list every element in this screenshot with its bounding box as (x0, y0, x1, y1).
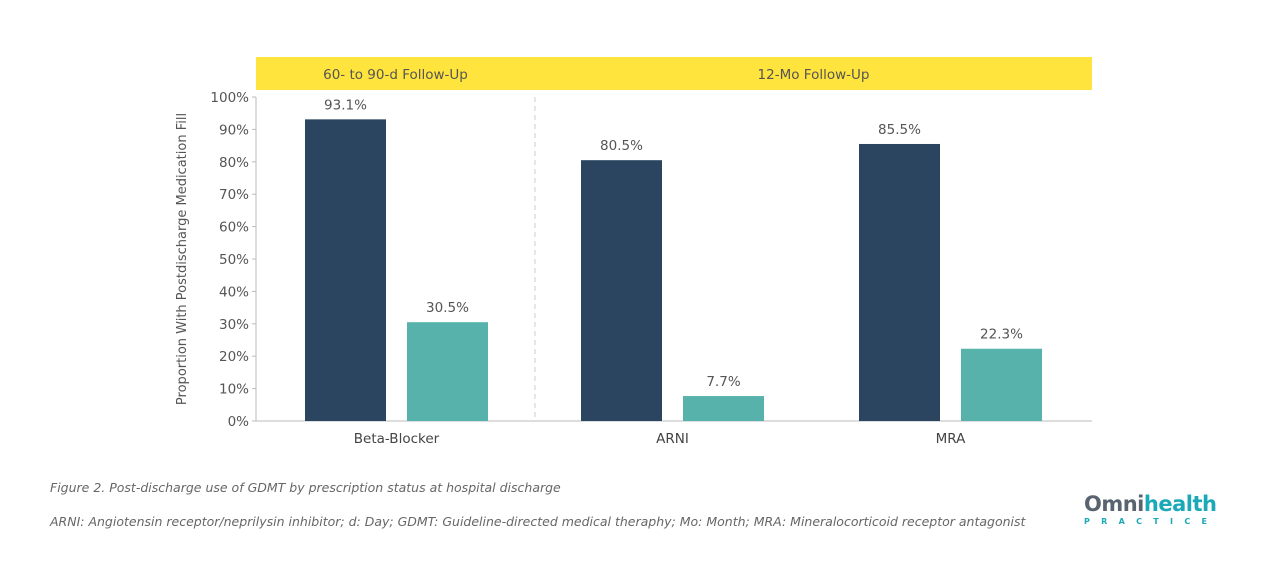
y-axis-label: Proportion With Postdischarge Medication… (175, 113, 190, 405)
data-label: 93.1% (324, 97, 367, 113)
y-tick-label: 70% (219, 187, 249, 203)
omnihealth-logo: Omnihealth PRACTICE (1084, 492, 1219, 526)
data-label: 22.3% (980, 327, 1023, 343)
bar-beta-blocker-1 (305, 119, 386, 421)
bar-mra-2 (961, 348, 1042, 421)
bar-arni-1 (581, 160, 662, 421)
bar-beta-blocker-2 (407, 322, 488, 421)
data-label: 30.5% (426, 300, 469, 316)
bar-mra-1 (859, 143, 940, 422)
y-tick-label: 0% (228, 414, 250, 430)
y-tick-label: 90% (219, 122, 249, 138)
data-label: 7.7% (706, 374, 740, 390)
data-label: 85.5% (878, 122, 921, 138)
group-header-band (256, 57, 1092, 90)
x-tick-label: Beta-Blocker (354, 431, 440, 447)
y-tick-label: 50% (219, 252, 249, 268)
x-tick-label: ARNI (656, 431, 689, 447)
y-tick-label: 10% (219, 382, 249, 398)
y-tick-label: 40% (219, 284, 249, 300)
x-tick-label: MRA (936, 431, 966, 447)
y-tick-label: 20% (219, 349, 249, 365)
group-header-label: 60- to 90-d Follow-Up (323, 67, 468, 83)
abbreviations-note: ARNI: Angiotensin receptor/neprilysin in… (50, 514, 1026, 529)
y-tick-label: 60% (219, 220, 249, 236)
bar-arni-2 (683, 396, 764, 421)
data-label: 80.5% (600, 138, 643, 154)
group-header-label: 12-Mo Follow-Up (758, 67, 870, 83)
y-tick-label: 100% (210, 90, 249, 106)
y-tick-label: 80% (219, 155, 249, 171)
figure-caption: Figure 2. Post-discharge use of GDMT by … (50, 480, 561, 495)
y-tick-label: 30% (219, 317, 249, 333)
